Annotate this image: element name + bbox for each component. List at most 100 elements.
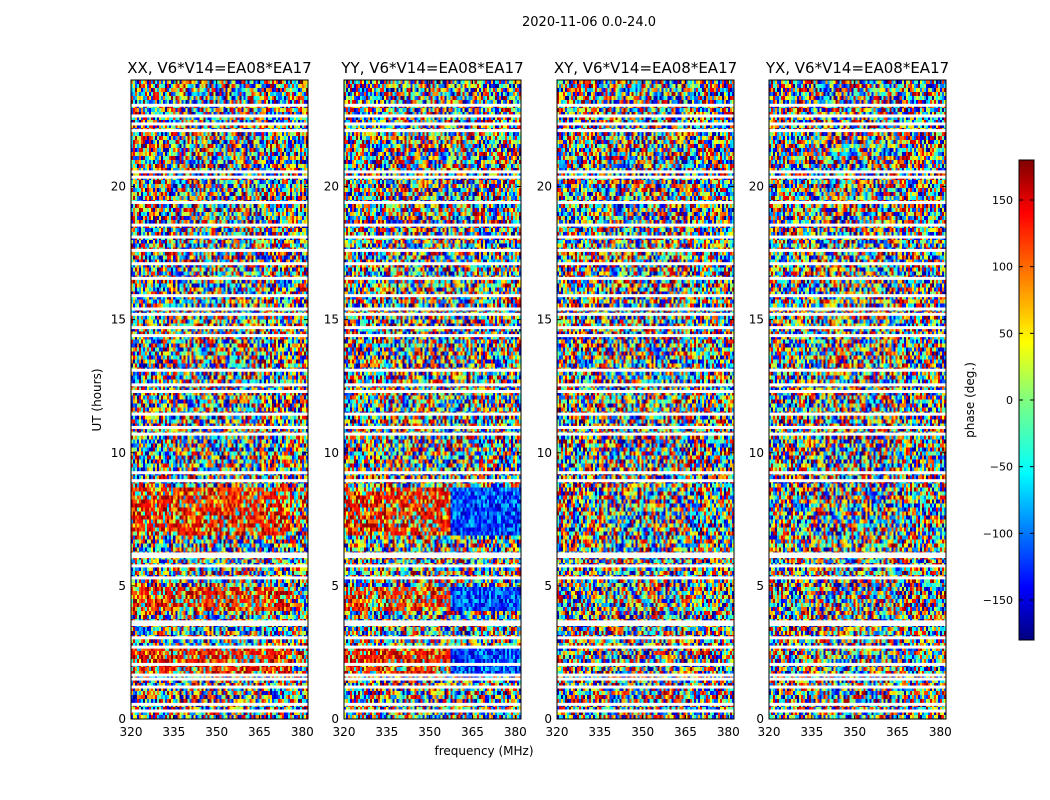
flagged-row	[557, 636, 734, 640]
flagged-row	[557, 555, 734, 559]
x-tick-label: 365	[674, 725, 697, 739]
flagged-row	[557, 307, 734, 311]
flagged-row	[557, 432, 734, 436]
x-tick-label: 320	[120, 725, 143, 739]
flagged-row	[769, 200, 946, 204]
y-tick-label: 0	[756, 712, 764, 726]
flagged-row	[344, 122, 521, 126]
flagged-row	[769, 390, 946, 394]
flagged-row	[557, 276, 734, 280]
flagged-row	[344, 479, 521, 483]
x-tick-label: 380	[929, 725, 952, 739]
flagged-row	[131, 709, 308, 713]
y-tick-label: 0	[118, 712, 126, 726]
flagged-row	[769, 368, 946, 372]
flagged-row	[557, 677, 734, 681]
flagged-row	[131, 129, 308, 133]
phase-heatmap	[344, 80, 521, 719]
flagged-row	[769, 175, 946, 179]
flagged-row	[131, 122, 308, 126]
flagged-row	[131, 390, 308, 394]
flagged-row	[769, 276, 946, 280]
flagged-row	[557, 122, 734, 126]
flagged-row	[344, 425, 521, 429]
panel-yx: YX, V6*V14=EA08*EA17 320 335 350 365 380 0 5 10 1…	[749, 59, 952, 739]
flagged-row	[769, 412, 946, 416]
colorbar-tick-label: −50	[990, 461, 1013, 474]
flagged-row	[769, 248, 946, 252]
flagged-row	[344, 170, 521, 174]
flagged-row	[344, 262, 521, 266]
flagged-row	[769, 307, 946, 311]
y-tick-label: 10	[324, 446, 339, 460]
flagged-row	[557, 383, 734, 387]
panel-title: XX, V6*V14=EA08*EA17	[127, 59, 311, 77]
flagged-row	[131, 248, 308, 252]
flagged-row	[557, 223, 734, 227]
flagged-row	[557, 326, 734, 330]
flagged-row	[769, 576, 946, 580]
flagged-row	[557, 235, 734, 239]
x-tick-label: 365	[248, 725, 271, 739]
panel-xx: XX, V6*V14=EA08*EA17 320 335 350 365 380 0 5 10 1…	[111, 59, 314, 739]
flagged-row	[769, 170, 946, 174]
flagged-row	[131, 636, 308, 640]
flagged-row	[131, 334, 308, 338]
x-tick-label: 335	[800, 725, 823, 739]
flagged-row	[557, 129, 734, 133]
y-tick-label: 10	[111, 446, 126, 460]
flagged-row	[344, 645, 521, 649]
y-tick-label: 5	[118, 579, 126, 593]
flagged-row	[344, 576, 521, 580]
flagged-row	[344, 555, 521, 559]
y-axis-label: UT (hours)	[90, 368, 104, 431]
flagged-row	[131, 662, 308, 666]
flagged-row	[769, 552, 946, 556]
flagged-row	[344, 276, 521, 280]
flagged-row	[769, 334, 946, 338]
flagged-row	[131, 677, 308, 681]
flagged-row	[344, 248, 521, 252]
y-tick-label: 20	[111, 180, 126, 194]
flagged-row	[344, 636, 521, 640]
flagged-row	[769, 235, 946, 239]
panel-frame	[768, 79, 947, 720]
panel-frame	[556, 79, 735, 720]
flagged-row	[557, 334, 734, 338]
phase-heatmap	[131, 80, 308, 719]
flagged-row	[769, 432, 946, 436]
flagged-row	[557, 709, 734, 713]
flagged-row	[131, 307, 308, 311]
flagged-row	[131, 425, 308, 429]
y-tick-label: 5	[756, 579, 764, 593]
flagged-row	[131, 294, 308, 298]
flagged-row	[769, 620, 946, 624]
flagged-row	[557, 479, 734, 483]
panel-title: XY, V6*V14=EA08*EA17	[554, 59, 737, 77]
flagged-row	[344, 432, 521, 436]
flagged-row	[131, 412, 308, 416]
flagged-row	[344, 412, 521, 416]
flagged-row	[557, 564, 734, 568]
flagged-row	[344, 390, 521, 394]
colorbar-tick-label: 100	[992, 261, 1013, 274]
flagged-row	[131, 383, 308, 387]
flagged-row	[131, 622, 308, 626]
flagged-row	[344, 312, 521, 316]
flagged-row	[557, 368, 734, 372]
flagged-row	[344, 114, 521, 118]
flagged-row	[557, 294, 734, 298]
y-tick-label: 15	[111, 313, 126, 327]
flagged-row	[769, 662, 946, 666]
y-tick-label: 20	[537, 180, 552, 194]
flagged-row	[769, 709, 946, 713]
panel-xy: XY, V6*V14=EA08*EA17 320 335 350 365 380 0 5 10 1…	[537, 59, 740, 739]
y-tick-label: 0	[331, 712, 339, 726]
flagged-row	[131, 103, 308, 107]
flagged-row	[131, 223, 308, 227]
x-tick-label: 335	[375, 725, 398, 739]
y-tick-label: 20	[324, 180, 339, 194]
flagged-row	[557, 114, 734, 118]
x-tick-label: 335	[588, 725, 611, 739]
flagged-row	[557, 200, 734, 204]
